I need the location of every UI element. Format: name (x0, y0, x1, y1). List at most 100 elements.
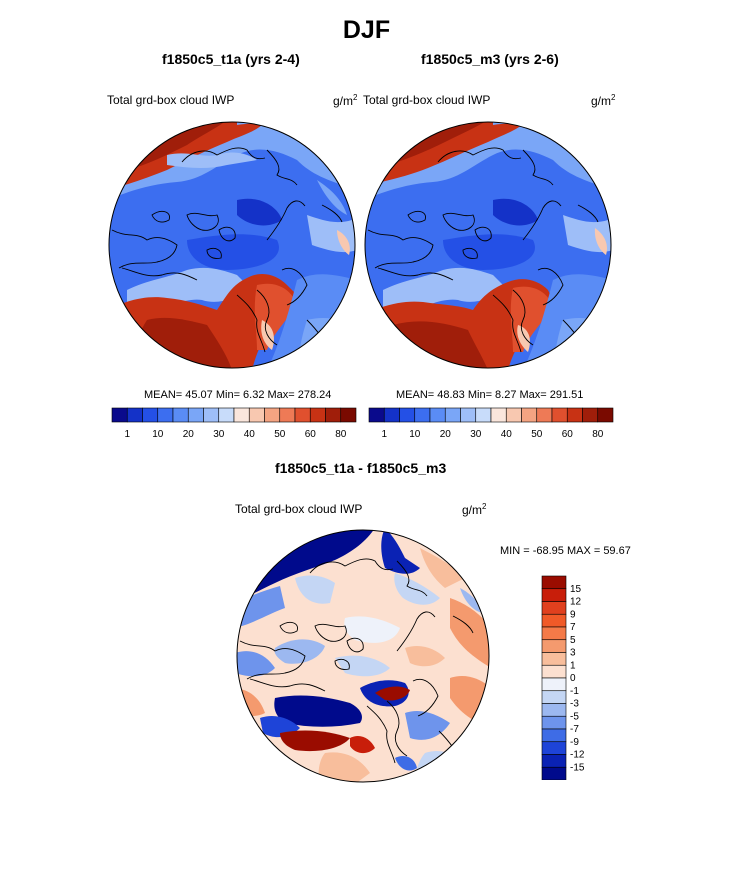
panel2-polar-map (364, 121, 612, 369)
panel1-units: g/m2 (333, 93, 358, 108)
panel3-colorbar-ticks: 15 129 7 5 31 0 -1 -3-5 -7 -9 -12-15 (570, 584, 585, 774)
panel1-title: f1850c5_t1a (yrs 2-4) (162, 51, 300, 67)
colorbar-tick-label: 9 (570, 609, 576, 620)
colorbar-swatch (233, 407, 250, 423)
panel2-colorbar: 1 10 20 30 40 50 60 80 (368, 407, 614, 440)
colorbar-tick-label: -12 (570, 750, 585, 761)
colorbar-tick-label: 20 (440, 429, 452, 440)
panel3-units: g/m2 (462, 502, 487, 517)
colorbar-tick-label: 12 (570, 597, 582, 608)
colorbar-tick-label: -3 (570, 699, 579, 710)
panel1-variable-label: Total grd-box cloud IWP (107, 93, 235, 107)
panel3-variable-label: Total grd-box cloud IWP (235, 502, 363, 516)
panel3-polar-map (236, 529, 490, 783)
colorbar-tick-label: 1 (124, 429, 130, 440)
colorbar-tick-label: -1 (570, 686, 579, 697)
colorbar-swatch (541, 601, 567, 615)
colorbar-swatch (294, 407, 311, 423)
panel1-colorbar-ticks: 1 10 20 30 40 50 60 80 (124, 429, 346, 440)
colorbar-swatch (444, 407, 461, 423)
panel2-variable-label: Total grd-box cloud IWP (363, 93, 491, 107)
colorbar-tick-label: 80 (592, 429, 604, 440)
panel2-map-border (364, 121, 612, 369)
colorbar-swatch (309, 407, 326, 423)
colorbar-swatch (505, 407, 522, 423)
colorbar-swatch (383, 407, 400, 423)
colorbar-tick-label: 10 (152, 429, 164, 440)
colorbar-swatch (475, 407, 492, 423)
colorbar-tick-label: 1 (381, 429, 387, 440)
colorbar-swatch (541, 639, 567, 653)
panel3-map-border (236, 529, 490, 783)
colorbar-swatch (187, 407, 204, 423)
panel2-field (365, 122, 611, 368)
panel3-colorbar: 15 129 7 5 31 0 -1 -3-5 -7 -9 -12-15 (541, 575, 585, 780)
colorbar-tick-label: 60 (305, 429, 317, 440)
colorbar-swatch (157, 407, 174, 423)
panel3-stats: MIN = -68.95 MAX = 59.67 (500, 545, 631, 557)
colorbar-swatch (368, 407, 385, 423)
panel3-colorbar-cells (541, 575, 567, 780)
colorbar-tick-label: 15 (570, 584, 582, 595)
panel2-colorbar-cells (368, 407, 614, 423)
colorbar-swatch (541, 626, 567, 641)
colorbar-tick-label: 0 (570, 673, 576, 684)
colorbar-swatch (541, 715, 567, 730)
colorbar-swatch (541, 703, 567, 717)
colorbar-tick-label: 1 (570, 660, 576, 671)
colorbar-swatch (551, 407, 568, 423)
colorbar-swatch (541, 728, 567, 743)
colorbar-swatch (541, 754, 567, 768)
colorbar-swatch (582, 407, 599, 423)
colorbar-swatch (203, 407, 220, 423)
colorbar-swatch (566, 407, 583, 423)
colorbar-tick-label: 20 (183, 429, 195, 440)
panel1-polar-map (108, 121, 356, 369)
colorbar-tick-label: 50 (531, 429, 543, 440)
colorbar-swatch (541, 690, 567, 704)
colorbar-tick-label: -7 (570, 724, 579, 735)
colorbar-tick-label: -5 (570, 711, 579, 722)
colorbar-swatch (536, 407, 553, 423)
colorbar-tick-label: 30 (470, 429, 482, 440)
panel2-units: g/m2 (591, 93, 616, 108)
figure-title: DJF (342, 16, 391, 44)
panel1-stats: MEAN= 45.07 Min= 6.32 Max= 278.24 (144, 389, 332, 401)
colorbar-swatch (541, 677, 567, 692)
colorbar-tick-label: -9 (570, 737, 579, 748)
colorbar-swatch (541, 741, 567, 755)
colorbar-swatch (541, 575, 567, 590)
colorbar-swatch (541, 613, 567, 628)
panel1-colorbar: 1 10 20 30 40 50 60 80 (111, 407, 357, 440)
colorbar-swatch (218, 407, 235, 423)
colorbar-tick-label: -15 (570, 762, 585, 773)
colorbar-tick-label: 80 (335, 429, 347, 440)
colorbar-swatch (541, 652, 567, 666)
panel2-coastlines (367, 147, 599, 353)
panel1-field (109, 122, 355, 368)
colorbar-swatch (340, 407, 357, 423)
panel3-coastlines (239, 558, 474, 764)
panel2-stats: MEAN= 48.83 Min= 8.27 Max= 291.51 (396, 389, 584, 401)
colorbar-swatch (325, 407, 342, 423)
colorbar-swatch (248, 407, 265, 423)
colorbar-tick-label: 5 (570, 635, 576, 646)
panel1-map-border (108, 121, 356, 369)
colorbar-tick-label: 10 (409, 429, 421, 440)
colorbar-tick-label: 40 (244, 429, 256, 440)
colorbar-tick-label: 40 (501, 429, 513, 440)
panel2-title: f1850c5_m3 (yrs 2-6) (421, 51, 559, 67)
colorbar-swatch (541, 664, 567, 679)
panel1-colorbar-cells (111, 407, 357, 423)
colorbar-tick-label: 7 (570, 622, 576, 633)
colorbar-swatch (541, 588, 567, 602)
panel3-title: f1850c5_t1a - f1850c5_m3 (275, 460, 447, 476)
colorbar-swatch (111, 407, 128, 423)
panel2-colorbar-ticks: 1 10 20 30 40 50 60 80 (381, 429, 603, 440)
colorbar-swatch (414, 407, 431, 423)
colorbar-tick-label: 60 (562, 429, 574, 440)
colorbar-swatch (429, 407, 446, 423)
colorbar-tick-label: 3 (570, 648, 576, 659)
colorbar-tick-label: 50 (274, 429, 286, 440)
